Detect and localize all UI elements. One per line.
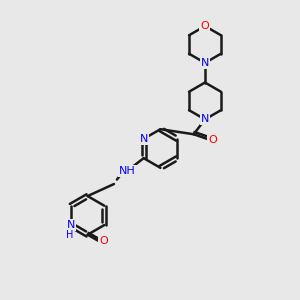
Text: H: H	[66, 230, 73, 241]
Text: O: O	[99, 236, 108, 246]
Text: O: O	[208, 135, 217, 145]
Text: NH: NH	[119, 166, 136, 176]
Text: O: O	[201, 21, 209, 31]
Text: N: N	[201, 114, 209, 124]
Text: N: N	[140, 134, 148, 144]
Text: N: N	[201, 58, 209, 68]
Text: N: N	[67, 220, 75, 230]
